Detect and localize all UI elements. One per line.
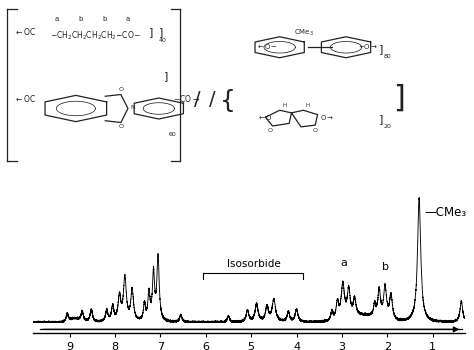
Text: $\leftarrow$O: $\leftarrow$O xyxy=(257,113,273,122)
Text: O: O xyxy=(118,87,123,92)
Text: N: N xyxy=(130,105,135,110)
Text: ]: ] xyxy=(159,27,163,37)
Text: O: O xyxy=(118,124,123,129)
Text: 80: 80 xyxy=(384,54,392,59)
Text: $\leftarrow$OC: $\leftarrow$OC xyxy=(14,26,36,37)
Text: ]: ] xyxy=(379,44,383,55)
Text: $-$CO$\rightarrow$: $-$CO$\rightarrow$ xyxy=(173,92,200,104)
Text: $\leftarrow$OC: $\leftarrow$OC xyxy=(14,92,36,104)
Text: a: a xyxy=(341,258,347,267)
Text: O$\rightarrow$: O$\rightarrow$ xyxy=(320,113,335,122)
Text: /: / xyxy=(209,90,215,109)
Text: $\leftarrow$O$-$: $\leftarrow$O$-$ xyxy=(256,42,277,51)
Text: b: b xyxy=(102,16,106,22)
Text: O: O xyxy=(268,128,273,133)
Text: 40: 40 xyxy=(159,38,167,43)
Text: ]: ] xyxy=(164,71,168,81)
Text: CMe$_3$: CMe$_3$ xyxy=(294,28,314,38)
Text: H: H xyxy=(305,103,309,108)
Text: b: b xyxy=(382,262,389,273)
Text: a: a xyxy=(55,16,59,22)
Text: b: b xyxy=(78,16,82,22)
Text: ]: ] xyxy=(393,84,405,112)
Text: $-$CH$_2$CH$_2$CH$_2$CH$_2$$-$CO$-$: $-$CH$_2$CH$_2$CH$_2$CH$_2$$-$CO$-$ xyxy=(50,29,141,42)
Text: Isosorbide: Isosorbide xyxy=(227,259,280,270)
Text: H: H xyxy=(283,103,286,108)
Text: —CMe₃: —CMe₃ xyxy=(425,206,467,219)
Text: $-$O$\rightarrow$: $-$O$\rightarrow$ xyxy=(358,42,379,51)
Text: 60: 60 xyxy=(168,133,176,138)
Text: 20: 20 xyxy=(384,124,392,129)
Text: /: / xyxy=(194,90,201,109)
Text: ]: ] xyxy=(379,114,383,125)
Text: {: { xyxy=(220,90,236,113)
Text: a: a xyxy=(126,16,130,22)
Text: ]: ] xyxy=(149,27,154,37)
Text: O: O xyxy=(313,128,318,133)
